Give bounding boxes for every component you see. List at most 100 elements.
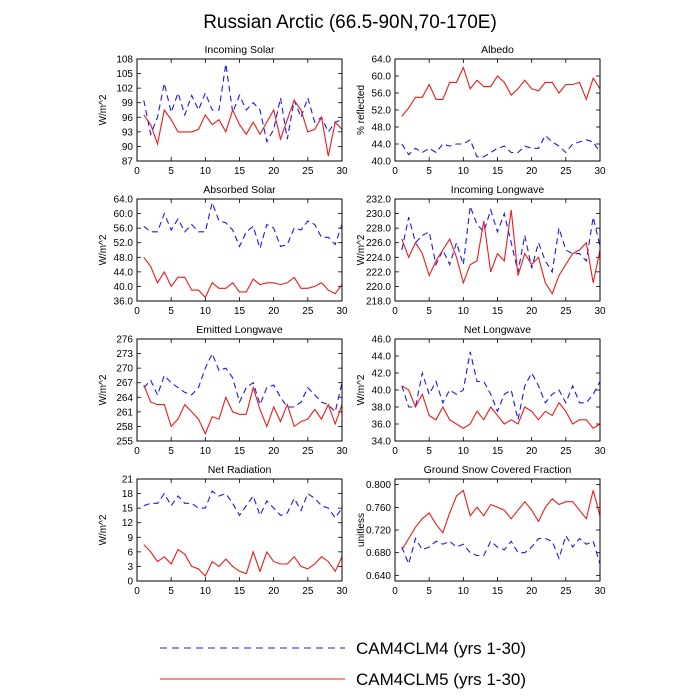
x-tick-label: 0 bbox=[134, 446, 140, 457]
x-tick-label: 0 bbox=[392, 166, 398, 177]
y-tick-label: 12 bbox=[122, 518, 134, 529]
x-tick-label: 10 bbox=[200, 446, 212, 457]
y-tick-label: 64.0 bbox=[114, 195, 134, 206]
series-clm5-line bbox=[401, 65, 601, 117]
y-tick-label: 36.0 bbox=[114, 297, 134, 308]
x-tick-label: 30 bbox=[336, 166, 348, 177]
legend: CAM4CLM4 (yrs 1-30) CAM4CLM5 (yrs 1-30) bbox=[160, 639, 526, 689]
x-tick-label: 15 bbox=[492, 166, 504, 177]
plot-frame bbox=[394, 58, 601, 162]
x-tick-label: 25 bbox=[560, 446, 572, 457]
plot-frame bbox=[136, 338, 343, 442]
y-tick-label: 64.0 bbox=[372, 55, 392, 66]
y-axis-label: W/m^2 bbox=[356, 374, 367, 405]
series-clm4-line bbox=[401, 206, 601, 274]
series-clm5-line bbox=[143, 99, 343, 157]
panel-title: Emitted Longwave bbox=[196, 324, 283, 336]
y-tick-label: 40.0 bbox=[114, 282, 134, 293]
x-tick-label: 0 bbox=[134, 306, 140, 317]
x-tick-label: 15 bbox=[234, 166, 246, 177]
x-tick-label: 5 bbox=[426, 166, 432, 177]
x-tick-label: 25 bbox=[560, 586, 572, 597]
panel-title: Albedo bbox=[481, 44, 514, 56]
x-tick-label: 20 bbox=[268, 306, 280, 317]
y-tick-label: 56.0 bbox=[114, 224, 134, 235]
y-tick-label: 34.0 bbox=[372, 437, 392, 448]
y-tick-label: 42.0 bbox=[372, 369, 392, 380]
y-tick-label: 48.0 bbox=[372, 123, 392, 134]
y-axis-label: W/m^2 bbox=[356, 234, 367, 265]
panel-albedo: Albedo 40.0 44.0 48.0 52.0 56.0 60.0 64.0 0 5 10 15… bbox=[356, 44, 606, 177]
legend-label-clm4: CAM4CLM4 (yrs 1-30) bbox=[356, 639, 526, 658]
y-tick-label: 224.0 bbox=[366, 253, 391, 264]
y-tick-label: 232.0 bbox=[366, 195, 391, 206]
series-clm5-line bbox=[401, 385, 601, 430]
y-tick-label: 261 bbox=[116, 407, 133, 418]
x-tick-label: 10 bbox=[458, 446, 470, 457]
x-tick-label: 5 bbox=[168, 306, 174, 317]
y-tick-label: 0.800 bbox=[366, 480, 391, 491]
plot-frame bbox=[136, 58, 343, 162]
y-tick-label: 258 bbox=[116, 422, 133, 433]
x-tick-label: 10 bbox=[458, 586, 470, 597]
y-axis-label: W/m^2 bbox=[98, 234, 109, 265]
x-tick-label: 25 bbox=[560, 306, 572, 317]
y-tick-label: 99 bbox=[122, 98, 134, 109]
y-axis-label: W/m^2 bbox=[98, 374, 109, 405]
x-tick-label: 30 bbox=[594, 446, 606, 457]
plot-frame bbox=[136, 198, 343, 302]
panel-title: Incoming Solar bbox=[204, 44, 275, 56]
y-tick-label: 44.0 bbox=[372, 352, 392, 363]
y-tick-label: 255 bbox=[116, 437, 133, 448]
y-axis-label: W/m^2 bbox=[98, 94, 109, 125]
x-tick-label: 25 bbox=[302, 166, 314, 177]
y-tick-label: 36.0 bbox=[372, 420, 392, 431]
x-tick-label: 5 bbox=[426, 446, 432, 457]
y-tick-label: 44.0 bbox=[372, 140, 392, 151]
y-tick-label: 90 bbox=[122, 142, 134, 153]
panel-title: Incoming Longwave bbox=[451, 184, 545, 196]
series-clm4-line bbox=[401, 134, 601, 158]
panel-title: Net Radiation bbox=[208, 464, 272, 476]
panel-ground-snow-covered-fraction: Ground Snow Covered Fraction 0.640 0.680 0.… bbox=[356, 464, 606, 597]
y-tick-label: 276 bbox=[116, 335, 133, 346]
panel-emitted-longwave: Emitted Longwave255258261264267270273276… bbox=[98, 324, 348, 457]
panel-title: Ground Snow Covered Fraction bbox=[424, 464, 572, 476]
x-tick-label: 30 bbox=[594, 306, 606, 317]
x-tick-label: 15 bbox=[234, 586, 246, 597]
y-tick-label: 264 bbox=[116, 393, 133, 404]
y-tick-label: 21 bbox=[122, 475, 134, 486]
series-clm4-line bbox=[143, 490, 343, 519]
x-tick-label: 25 bbox=[302, 586, 314, 597]
y-tick-label: 52.0 bbox=[114, 238, 134, 249]
y-tick-label: 0.640 bbox=[366, 571, 391, 582]
x-tick-label: 15 bbox=[492, 446, 504, 457]
y-axis-label: unitless bbox=[356, 513, 367, 547]
x-tick-label: 10 bbox=[458, 306, 470, 317]
y-tick-label: 44.0 bbox=[114, 267, 134, 278]
series-clm4-line bbox=[401, 534, 601, 566]
series-clm4-line bbox=[401, 351, 601, 420]
x-tick-label: 20 bbox=[526, 586, 538, 597]
y-tick-label: 3 bbox=[127, 562, 133, 573]
x-tick-label: 30 bbox=[594, 586, 606, 597]
y-tick-label: 267 bbox=[116, 378, 133, 389]
series-clm5-line bbox=[143, 544, 343, 578]
y-tick-label: 60.0 bbox=[114, 209, 134, 220]
x-tick-label: 15 bbox=[234, 306, 246, 317]
y-tick-label: 0.720 bbox=[366, 526, 391, 537]
x-tick-label: 30 bbox=[336, 306, 348, 317]
x-tick-label: 0 bbox=[392, 586, 398, 597]
y-tick-label: 0 bbox=[127, 577, 133, 588]
x-tick-label: 20 bbox=[526, 306, 538, 317]
series-clm4-line bbox=[143, 63, 343, 144]
y-tick-label: 226.0 bbox=[366, 238, 391, 249]
y-tick-label: 230.0 bbox=[366, 209, 391, 220]
x-tick-label: 5 bbox=[168, 586, 174, 597]
y-tick-label: 273 bbox=[116, 349, 133, 360]
x-tick-label: 15 bbox=[234, 446, 246, 457]
y-tick-label: 6 bbox=[127, 547, 133, 558]
y-tick-label: 18 bbox=[122, 489, 134, 500]
panel-incoming-longwave: Incoming Longwave 218.0 220.0 222.0 224.0 226… bbox=[356, 184, 606, 317]
